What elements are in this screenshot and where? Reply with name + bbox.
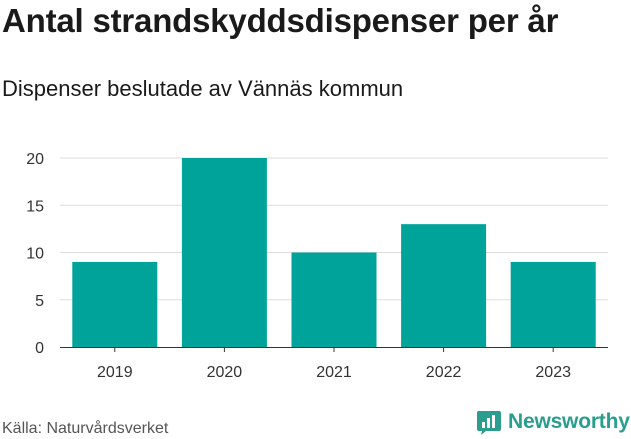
newsworthy-logo-icon <box>477 411 501 435</box>
bar <box>291 252 377 347</box>
bar <box>181 158 267 347</box>
chart-subtitle: Dispenser beslutade av Vännäs kommun <box>2 76 404 101</box>
source-note: Källa: Naturvårdsverket <box>2 420 169 437</box>
newsworthy-logo: Newsworthy <box>476 409 630 435</box>
y-tick-label: 5 <box>35 293 44 310</box>
y-tick-label: 0 <box>35 340 44 357</box>
x-tick-label: 2019 <box>97 364 133 381</box>
brand-name: Newsworthy <box>508 410 630 433</box>
y-tick-label: 15 <box>26 198 44 215</box>
y-tick-label: 20 <box>26 151 44 168</box>
x-tick-label: 2023 <box>535 364 571 381</box>
x-tick-label: 2021 <box>316 364 352 381</box>
bar <box>510 261 596 347</box>
x-tick-label: 2022 <box>426 364 462 381</box>
chart-title: Antal strandskyddsdispenser per år <box>2 2 559 39</box>
x-tick-label: 2020 <box>207 364 243 381</box>
y-tick-label: 10 <box>26 246 44 263</box>
bar <box>401 224 487 347</box>
bar <box>72 261 158 347</box>
